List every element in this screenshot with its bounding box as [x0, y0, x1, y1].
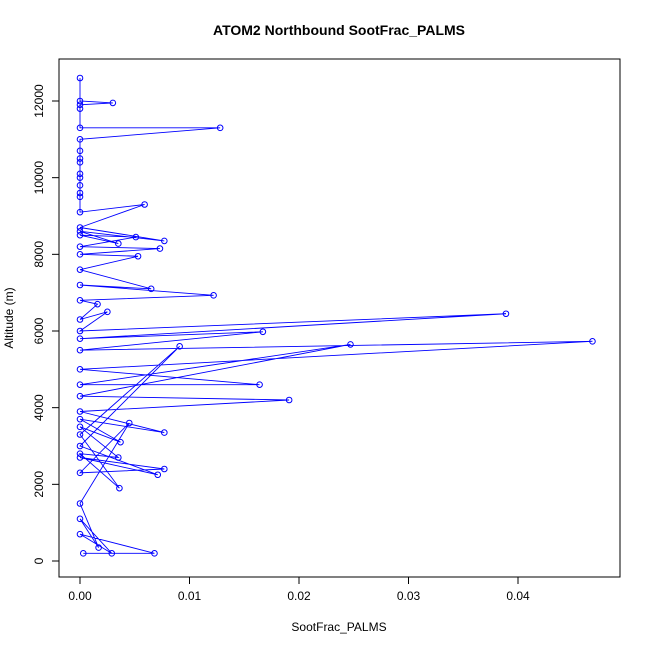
data-point — [347, 341, 354, 348]
data-point — [95, 544, 102, 551]
data-point — [108, 550, 116, 557]
y-tick-label: 6000 — [32, 317, 46, 344]
data-point — [76, 182, 84, 189]
data-point — [76, 450, 84, 457]
data-point — [76, 346, 84, 354]
x-tick-label: 0.03 — [397, 589, 421, 603]
x-axis: 0.00 0.01 0.02 0.03 0.04 — [68, 576, 530, 603]
y-tick-label: 8000 — [32, 241, 46, 268]
data-point — [115, 454, 122, 461]
data-point — [76, 228, 84, 235]
data-point — [76, 281, 84, 289]
x-tick-label: 0.04 — [506, 589, 530, 603]
data-point — [134, 252, 142, 260]
data-point — [161, 465, 168, 473]
data-point — [216, 124, 224, 132]
data-point — [76, 469, 84, 477]
data-point — [76, 327, 84, 335]
data-point — [151, 550, 158, 557]
data-point — [141, 201, 148, 208]
data-point — [76, 136, 84, 143]
data-point — [76, 105, 84, 112]
data-point — [115, 240, 122, 247]
data-point — [94, 300, 101, 308]
data-point — [76, 500, 84, 507]
data-point — [76, 243, 84, 250]
data-point — [154, 471, 162, 479]
data-point — [76, 170, 84, 178]
data-point — [79, 550, 87, 557]
x-tick-label: 0.01 — [178, 589, 202, 603]
data-point — [76, 193, 84, 201]
y-axis-label: Altitude (m) — [2, 287, 16, 348]
data-point — [76, 442, 84, 450]
data-point — [76, 530, 84, 538]
data-point — [76, 366, 84, 373]
data-point — [76, 431, 84, 438]
data-point — [161, 237, 168, 245]
data-point — [156, 245, 164, 252]
data-point — [109, 99, 117, 107]
data-point — [76, 392, 84, 400]
data-point — [125, 419, 133, 427]
data-point — [116, 484, 123, 492]
data-point — [117, 438, 124, 446]
data-point — [147, 285, 155, 293]
y-tick-label: 2000 — [32, 471, 46, 498]
data-point — [256, 381, 263, 388]
x-tick-label: 0.02 — [287, 589, 311, 603]
data-point — [76, 454, 84, 461]
y-tick-label: 0 — [32, 557, 46, 564]
chart-title: ATOM2 Northbound SootFrac_PALMS — [213, 22, 465, 38]
x-tick-label: 0.00 — [68, 589, 92, 603]
data-point — [76, 97, 84, 105]
data-point — [76, 189, 84, 197]
data-point — [76, 224, 84, 231]
series-layer — [76, 74, 596, 557]
data-point — [76, 74, 84, 82]
y-tick-label: 10000 — [32, 161, 46, 195]
data-point — [76, 297, 84, 304]
y-tick-label: 12000 — [32, 84, 46, 118]
data-point — [76, 266, 84, 273]
data-point — [76, 208, 84, 216]
data-point — [176, 343, 183, 350]
data-point — [132, 233, 140, 241]
data-point — [76, 316, 84, 323]
data-point — [104, 308, 111, 316]
data-point — [76, 159, 84, 166]
data-point — [76, 231, 84, 239]
data-point — [285, 396, 293, 404]
data-point — [76, 147, 84, 155]
x-axis-label: SootFrac_PALMS — [291, 620, 386, 634]
data-point — [76, 124, 84, 132]
y-axis: 0 2000 4000 6000 8000 10000 12000 — [32, 84, 60, 564]
data-point — [76, 423, 84, 431]
data-point — [259, 328, 267, 336]
data-point — [76, 415, 84, 423]
data-point — [76, 251, 84, 258]
data-point — [76, 515, 84, 523]
data-point — [76, 335, 84, 342]
data-point — [161, 429, 168, 436]
data-point — [76, 381, 84, 388]
data-point — [589, 338, 596, 345]
y-tick-label: 4000 — [32, 394, 46, 421]
data-point — [76, 155, 84, 162]
data-point — [76, 101, 84, 109]
data-point — [76, 174, 84, 181]
data-point — [210, 292, 217, 299]
data-point — [502, 310, 510, 318]
data-point — [76, 408, 84, 415]
